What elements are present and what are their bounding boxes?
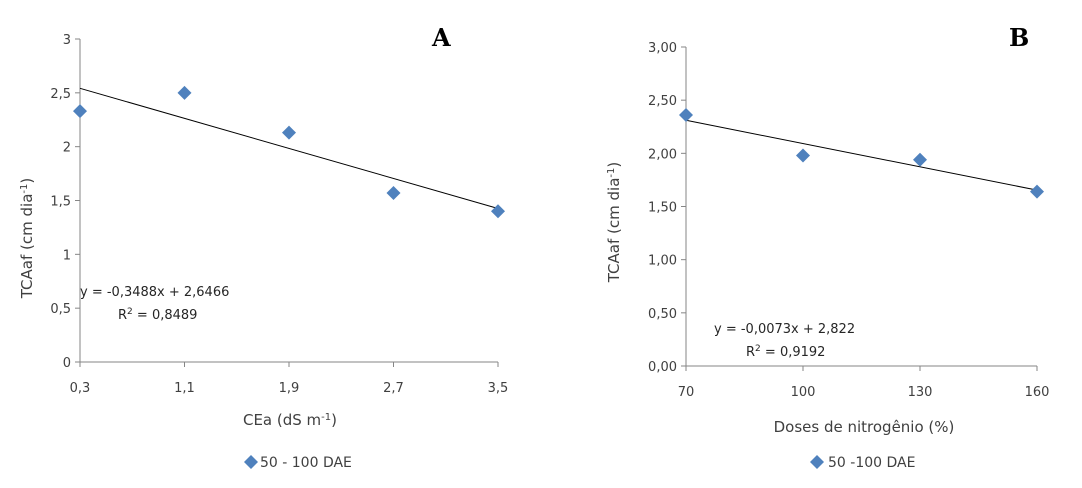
chart-a-x-tick-label: 3,5 <box>488 381 509 396</box>
chart-b-data-point <box>913 152 927 167</box>
chart-a-y-tick-label: 0,5 <box>50 302 71 317</box>
chart-b-y-ticks: 0,00 0,50 1,00 1,50 2,00 2,50 3,00 <box>648 41 686 375</box>
chart-a-xlabel-main: CEa (dS m <box>243 411 321 429</box>
chart-a-points <box>73 85 505 219</box>
chart-a-y-tick-label: 0 <box>63 356 71 371</box>
chart-b-x-tick-label: 130 <box>908 385 933 400</box>
chart-b-y-tick-label: 2,50 <box>648 94 677 109</box>
chart-a-ylabel-end: ) <box>18 178 36 184</box>
chart-b-legend-marker <box>810 455 824 469</box>
chart-a-legend-marker <box>244 455 258 469</box>
chart-a-x-tick-label: 1,1 <box>174 381 195 396</box>
chart-a-r2-prefix: R <box>118 308 127 323</box>
chart-b-trendline <box>685 119 1038 191</box>
chart-a-legend: 50 - 100 DAE <box>244 455 352 471</box>
chart-a-x-tick-label: 1,9 <box>279 381 300 396</box>
chart-b-legend: 50 -100 DAE <box>810 455 915 471</box>
chart-b-letter: B <box>1009 23 1029 52</box>
chart-b-r2-sup: 2 <box>755 344 761 354</box>
chart-b-y-tick-label: 2,00 <box>648 147 677 162</box>
chart-b-ylabel-sup: -1 <box>606 168 617 178</box>
chart-a-xlabel: CEa (dS m-1) <box>243 411 337 429</box>
chart-b-x-tick-label: 100 <box>791 385 816 400</box>
chart-a-ylabel: TCAaf (cm dia-1) <box>18 178 36 299</box>
chart-a-y-ticks: 0 0,5 1 1,5 2 2,5 3 <box>50 33 80 371</box>
chart-b-r2: R2 = 0,9192 <box>746 344 825 360</box>
chart-b-ylabel-main: TCAaf (cm dia <box>605 178 623 284</box>
chart-b-y-tick-label: 1,50 <box>648 201 677 216</box>
chart-a-data-point <box>386 185 401 200</box>
chart-b-y-tick-label: 3,00 <box>648 41 677 56</box>
chart-a-x-tick-label: 2,7 <box>383 381 404 396</box>
chart-b-y-tick-label: 0,00 <box>648 360 677 375</box>
chart-a-y-tick-label: 2,5 <box>50 87 71 102</box>
chart-a-data-point <box>491 204 505 219</box>
chart-b-ylabel-end: ) <box>605 162 623 168</box>
chart-b-xlabel: Doses de nitrogênio (%) <box>774 418 955 436</box>
chart-a: A 0 0,5 1 1,5 2 2,5 3 0,3 1,1 1,9 2,7 3,5 y = -0,3… <box>18 23 508 471</box>
chart-b-equation: y = -0,0073x + 2,822 <box>714 322 855 337</box>
chart-a-r2: R2 = 0,8489 <box>118 307 197 323</box>
chart-a-letter: A <box>431 23 451 52</box>
chart-b-x-tick-label: 70 <box>678 385 695 400</box>
chart-a-ylabel-main: TCAaf (cm dia <box>18 194 36 300</box>
chart-a-x-ticks: 0,3 1,1 1,9 2,7 3,5 <box>70 362 509 396</box>
chart-a-data-point <box>177 85 192 100</box>
chart-a-xlabel-sup: -1 <box>321 412 331 423</box>
chart-a-y-tick-label: 1 <box>63 248 71 263</box>
chart-a-equation: y = -0,3488x + 2,6466 <box>80 285 229 300</box>
chart-a-data-point <box>282 125 296 140</box>
chart-a-r2-value: = 0,8489 <box>133 308 198 323</box>
chart-a-y-tick-label: 3 <box>63 33 71 48</box>
chart-b-ylabel: TCAaf (cm dia-1) <box>605 162 623 283</box>
chart-a-xlabel-end: ) <box>331 411 337 429</box>
chart-a-x-tick-label: 0,3 <box>70 381 91 396</box>
chart-b: B 0,00 0,50 1,00 1,50 2,00 2,50 3,00 70 100 130 1… <box>605 23 1049 471</box>
chart-a-data-point <box>73 104 87 119</box>
chart-a-y-tick-label: 1,5 <box>50 195 71 210</box>
chart-b-points <box>679 108 1044 199</box>
chart-a-trendline <box>79 87 499 209</box>
chart-a-ylabel-sup: -1 <box>19 184 30 194</box>
chart-b-data-point <box>796 148 810 163</box>
chart-b-data-point <box>679 108 693 123</box>
chart-a-legend-label: 50 - 100 DAE <box>260 455 352 471</box>
chart-b-y-tick-label: 1,00 <box>648 254 677 269</box>
chart-b-r2-value: = 0,9192 <box>761 345 826 360</box>
chart-a-r2-sup: 2 <box>127 307 133 317</box>
chart-b-x-ticks: 70 100 130 160 <box>678 366 1050 400</box>
chart-b-r2-prefix: R <box>746 345 755 360</box>
chart-a-y-tick-label: 2 <box>63 141 71 156</box>
chart-b-y-tick-label: 0,50 <box>648 307 677 322</box>
chart-b-data-point <box>1030 184 1044 199</box>
chart-b-legend-label: 50 -100 DAE <box>828 455 915 471</box>
chart-b-x-tick-label: 160 <box>1025 385 1050 400</box>
